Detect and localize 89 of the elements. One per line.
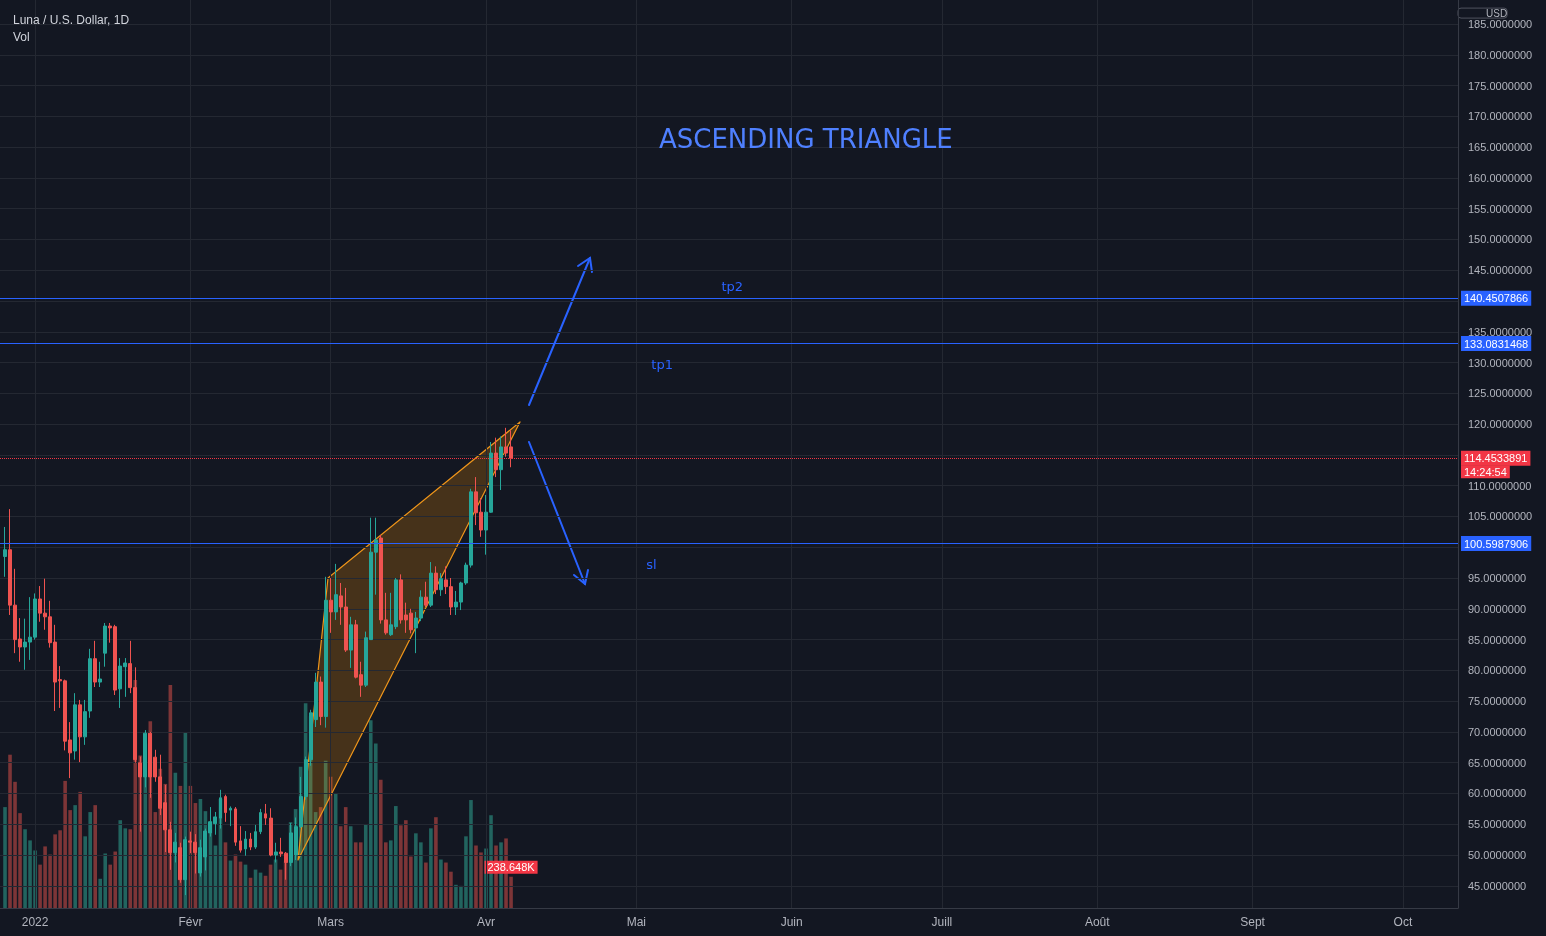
candlestick xyxy=(224,794,227,823)
candlestick xyxy=(259,808,262,835)
x-tick-label: 2022 xyxy=(21,915,49,929)
x-tick-label: Juin xyxy=(780,915,803,929)
bar xyxy=(3,807,7,908)
y-tick-label: 85.0000000 xyxy=(1468,633,1527,646)
candlestick xyxy=(439,572,443,597)
y-axis-title: USD xyxy=(1486,7,1508,19)
x-tick-label: Mai xyxy=(626,915,646,929)
x-tick-label: Oct xyxy=(1393,915,1413,929)
y-tick-label: 180.0000000 xyxy=(1468,48,1533,61)
candlestick xyxy=(73,692,77,761)
candlestick xyxy=(3,526,7,578)
x-tick-label: Juill xyxy=(931,915,953,929)
y-tick-label: 135.0000000 xyxy=(1468,325,1533,338)
candlestick xyxy=(173,832,177,863)
candlestick xyxy=(334,563,338,621)
bar xyxy=(343,807,348,908)
ref-line-label: 100.5987906 xyxy=(1464,537,1529,550)
x-tick-label: Sept xyxy=(1240,915,1266,929)
chart-title: Vol xyxy=(13,30,30,44)
candlestick xyxy=(264,803,267,826)
candlestick xyxy=(234,806,237,847)
x-tick-label: Mars xyxy=(317,915,345,929)
candlestick xyxy=(93,640,97,688)
y-tick-label: 120.0000000 xyxy=(1468,418,1533,431)
candlestick xyxy=(434,565,438,595)
candlestick xyxy=(269,807,273,857)
y-tick-label: 130.0000000 xyxy=(1468,356,1533,369)
bar xyxy=(93,805,97,908)
candlestick xyxy=(349,616,353,669)
y-tick-label: 155.0000000 xyxy=(1468,202,1533,215)
candlestick xyxy=(499,435,503,491)
text: 14:24:54 xyxy=(1464,465,1507,478)
y-tick-label: 150.0000000 xyxy=(1468,233,1533,246)
candlestick xyxy=(324,576,328,729)
bar xyxy=(429,828,433,908)
candlestick xyxy=(319,676,323,726)
y-tick-label: 50.0000000 xyxy=(1468,849,1527,862)
ref-line-label: 133.0831468 xyxy=(1464,337,1529,350)
annotation: tp2 xyxy=(721,279,744,295)
y-tick-label: 145.0000000 xyxy=(1468,264,1533,277)
annotation: tp1 xyxy=(651,356,673,372)
bar xyxy=(73,805,77,908)
y-tick-label: 185.0000000 xyxy=(1468,18,1533,31)
candlestick xyxy=(424,581,428,608)
y-tick-label: 55.0000000 xyxy=(1468,818,1527,831)
annotation: ASCENDING TRIANGLE xyxy=(659,124,953,154)
y-tick-label: 70.0000000 xyxy=(1468,725,1527,738)
bar xyxy=(118,820,123,908)
y-tick-label: 60.0000000 xyxy=(1468,787,1527,800)
candlestick xyxy=(429,561,433,608)
y-tick-label: 75.0000000 xyxy=(1468,695,1527,708)
x-tick-label: Avr xyxy=(477,915,495,929)
ref-line-label: 114.4533891 xyxy=(1464,452,1528,465)
candlestick xyxy=(249,832,252,851)
y-tick-label: 125.0000000 xyxy=(1468,387,1533,400)
y-tick-label: 65.0000000 xyxy=(1468,756,1527,769)
candlestick xyxy=(254,824,257,850)
candlestick xyxy=(239,825,242,854)
candlestick xyxy=(98,661,102,688)
y-tick-label: 80.0000000 xyxy=(1468,664,1527,677)
candlestick xyxy=(329,577,333,634)
candlestick xyxy=(494,437,498,478)
y-tick-label: 110.0000000 xyxy=(1468,479,1532,492)
bar xyxy=(439,859,443,908)
candlestick xyxy=(229,805,232,827)
y-tick-label: 175.0000000 xyxy=(1468,79,1533,92)
y-tick-label: 95.0000000 xyxy=(1468,572,1527,585)
y-tick-label: 45.0000000 xyxy=(1468,879,1527,892)
annotation: sl xyxy=(646,556,657,572)
y-tick-label: 160.0000000 xyxy=(1468,171,1533,184)
y-tick-label: 105.0000000 xyxy=(1468,510,1533,523)
candlestick xyxy=(78,699,82,763)
y-tick-label: 170.0000000 xyxy=(1468,110,1533,123)
y-tick-label: 165.0000000 xyxy=(1468,141,1533,154)
y-tick-label: 90.0000000 xyxy=(1468,602,1527,615)
ref-line-label: 140.4507866 xyxy=(1464,292,1529,305)
x-tick-label: Févr xyxy=(178,915,203,929)
text: Luna / U.S. Dollar, 1D xyxy=(13,13,130,27)
candlestick xyxy=(244,830,247,857)
candlestick xyxy=(103,622,107,668)
bar xyxy=(348,826,353,908)
bar xyxy=(424,862,428,908)
bar xyxy=(358,842,363,908)
bar xyxy=(78,791,82,908)
x-tick-label: Août xyxy=(1084,915,1111,929)
bar xyxy=(434,817,438,908)
data-label: 238.648K xyxy=(487,861,536,874)
